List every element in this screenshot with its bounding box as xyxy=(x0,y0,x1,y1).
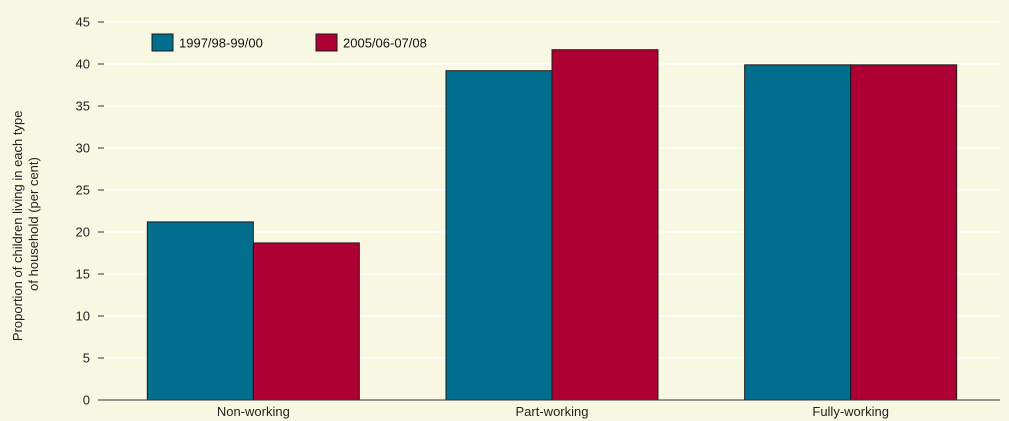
bar-1-non-working xyxy=(146,221,254,401)
legend-swatch-2 xyxy=(315,33,338,52)
legend-label-1: 1997/98-99/00 xyxy=(179,36,263,51)
y-tick-label: 25 xyxy=(76,183,90,198)
bars-layer xyxy=(146,49,958,401)
y-tick-label: 0 xyxy=(83,393,90,408)
y-tick-label: 35 xyxy=(76,99,90,114)
x-tick-label: Non-working xyxy=(217,404,290,419)
x-tick-label: Fully-working xyxy=(812,404,889,419)
bar-2-non-working xyxy=(252,242,360,401)
x-tick-label: Part-working xyxy=(516,404,589,419)
bar-2-fully-working xyxy=(850,64,958,401)
bar-1-part-working xyxy=(445,70,553,401)
legend-swatch-1 xyxy=(151,33,174,52)
legend: 1997/98-99/00 2005/06-07/08 xyxy=(151,33,427,52)
bar-1-fully-working xyxy=(744,64,852,401)
legend-label-2: 2005/06-07/08 xyxy=(343,36,427,51)
y-axis-title-line-2: of household (per cent) xyxy=(26,157,41,291)
y-tick-label: 15 xyxy=(76,267,90,282)
y-tick-label: 20 xyxy=(76,225,90,240)
bar-2-part-working xyxy=(551,49,659,401)
y-tick-label: 5 xyxy=(83,351,90,366)
axis-layer: 0 5 10 15 20 25 30 35 40 45 Non-working Part-workin… xyxy=(76,15,1000,419)
y-axis-title-line-1: Proportion of children living in each ty… xyxy=(10,111,25,342)
y-tick-label: 45 xyxy=(76,15,90,30)
y-axis-title: Proportion of children living in each ty… xyxy=(10,107,41,341)
y-tick-label: 10 xyxy=(76,309,90,324)
y-tick-label: 30 xyxy=(76,141,90,156)
y-tick-label: 40 xyxy=(76,57,90,72)
